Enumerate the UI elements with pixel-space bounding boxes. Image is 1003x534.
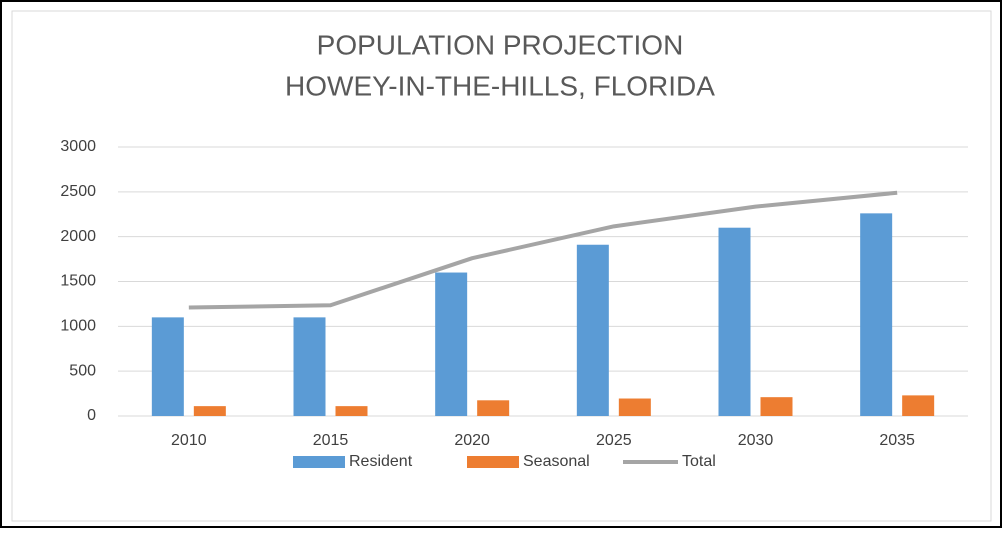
bar bbox=[718, 227, 751, 416]
chart-title: POPULATION PROJECTION bbox=[317, 29, 684, 60]
bar bbox=[477, 400, 510, 416]
y-tick-label: 2500 bbox=[60, 183, 96, 200]
x-tick-label: 2030 bbox=[738, 432, 774, 449]
bar bbox=[151, 317, 184, 416]
x-tick-label: 2020 bbox=[454, 432, 490, 449]
bar bbox=[335, 406, 368, 416]
y-tick-label: 2000 bbox=[60, 228, 96, 245]
legend-swatch bbox=[293, 456, 345, 468]
bar bbox=[576, 244, 609, 416]
y-tick-label: 3000 bbox=[60, 138, 96, 155]
x-tick-label: 2015 bbox=[313, 432, 349, 449]
legend-label: Total bbox=[682, 453, 716, 470]
chart-title: HOWEY-IN-THE-HILLS, FLORIDA bbox=[285, 70, 715, 101]
bar bbox=[760, 397, 793, 416]
legend-label: Resident bbox=[349, 453, 413, 470]
x-tick-label: 2035 bbox=[879, 432, 915, 449]
x-tick-label: 2010 bbox=[171, 432, 207, 449]
bar bbox=[193, 406, 226, 416]
x-tick-label: 2025 bbox=[596, 432, 632, 449]
y-tick-label: 1500 bbox=[60, 273, 96, 290]
bar bbox=[618, 398, 651, 416]
y-tick-label: 500 bbox=[69, 362, 96, 379]
line bbox=[188, 190, 898, 310]
chart-border bbox=[11, 10, 992, 522]
y-tick-label: 1000 bbox=[60, 318, 96, 335]
bar bbox=[293, 317, 326, 416]
bar bbox=[860, 213, 893, 416]
legend-swatch bbox=[467, 456, 519, 468]
bar bbox=[902, 395, 935, 416]
bar bbox=[435, 272, 468, 416]
legend-label: Seasonal bbox=[523, 453, 590, 470]
y-tick-label: 0 bbox=[87, 407, 96, 424]
